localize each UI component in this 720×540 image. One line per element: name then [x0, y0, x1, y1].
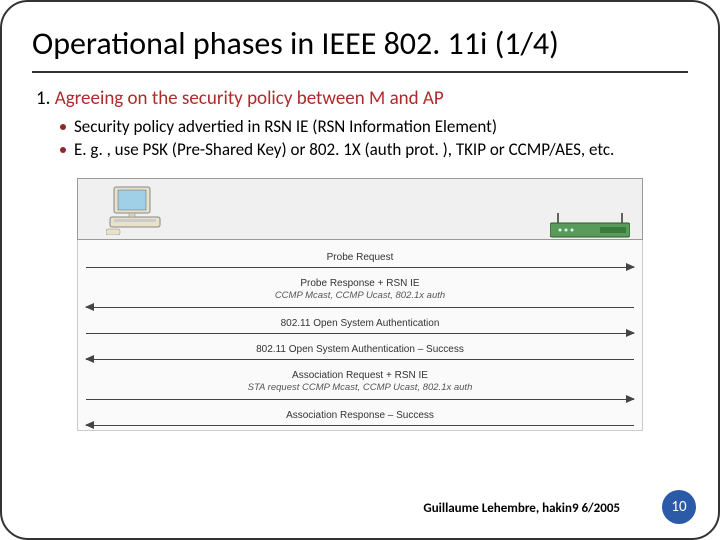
arrow-right-icon	[626, 395, 635, 403]
bullet-text: E. g. , use PSK (Pre-Shared Key) or 802.…	[74, 139, 614, 160]
arrow-line	[86, 333, 634, 334]
bullet-item: Security policy advertied in RSN IE (RSN…	[60, 116, 688, 139]
bullet-text: Security policy advertied in RSN IE (RSN…	[74, 116, 497, 137]
exchange-label: 802.11 Open System Authentication – Succ…	[86, 344, 634, 355]
diagram-body: Probe Request Probe Response + RSN IE CC…	[77, 240, 643, 431]
section-number: 1.	[36, 87, 50, 110]
protocol-diagram: Probe Request Probe Response + RSN IE CC…	[77, 178, 643, 431]
slide-title: Operational phases in IEEE 802. 11i (1/4…	[32, 24, 688, 73]
arrow-left-icon	[85, 421, 94, 429]
arrow-left-icon	[85, 355, 94, 363]
section-heading-text: Agreeing on the security policy between …	[55, 87, 444, 110]
exchange-label: Probe Request	[86, 252, 634, 263]
exchange-row: Association Request + RSN IE STA request…	[86, 364, 634, 404]
arrow-right-icon	[626, 329, 635, 337]
arrow-line	[86, 359, 634, 360]
exchange-row: Association Response – Success	[86, 404, 634, 430]
bullet-list: Security policy advertied in RSN IE (RSN…	[60, 116, 688, 162]
page-number-badge: 10	[662, 490, 696, 524]
section-heading: 1. Agreeing on the security policy betwe…	[36, 87, 688, 110]
arrow-left-icon	[85, 303, 94, 311]
client-computer-icon	[106, 185, 164, 240]
exchange-row: 802.11 Open System Authentication	[86, 312, 634, 338]
arrow-right-icon	[626, 263, 635, 271]
exchange-label: Association Response – Success	[86, 410, 634, 421]
arrow-line	[86, 267, 634, 268]
slide-frame: Operational phases in IEEE 802. 11i (1/4…	[0, 0, 720, 540]
exchange-label-text: Probe Response + RSN IE	[300, 278, 419, 289]
arrow-line	[86, 399, 634, 400]
exchange-row: Probe Request	[86, 246, 634, 272]
exchange-row: 802.11 Open System Authentication – Succ…	[86, 338, 634, 364]
attribution-text: Guillaume Lehembre, hakin9 6/2005	[423, 501, 620, 516]
exchange-label: Association Request + RSN IE STA request…	[86, 370, 634, 395]
access-point-icon	[550, 213, 630, 244]
arrow-line	[86, 425, 634, 426]
arrow-line	[86, 307, 634, 308]
exchange-sublabel: CCMP Mcast, CCMP Ucast, 802.1x auth	[275, 290, 445, 301]
exchange-label-text: Association Request + RSN IE	[292, 370, 428, 381]
page-number: 10	[671, 498, 686, 516]
exchange-label: 802.11 Open System Authentication	[86, 318, 634, 329]
exchange-row: Probe Response + RSN IE CCMP Mcast, CCMP…	[86, 272, 634, 312]
exchange-label: Probe Response + RSN IE CCMP Mcast, CCMP…	[86, 278, 634, 303]
bullet-item: E. g. , use PSK (Pre-Shared Key) or 802.…	[60, 139, 688, 162]
exchange-sublabel: STA request CCMP Mcast, CCMP Ucast, 802.…	[248, 382, 473, 393]
diagram-header	[77, 178, 643, 240]
